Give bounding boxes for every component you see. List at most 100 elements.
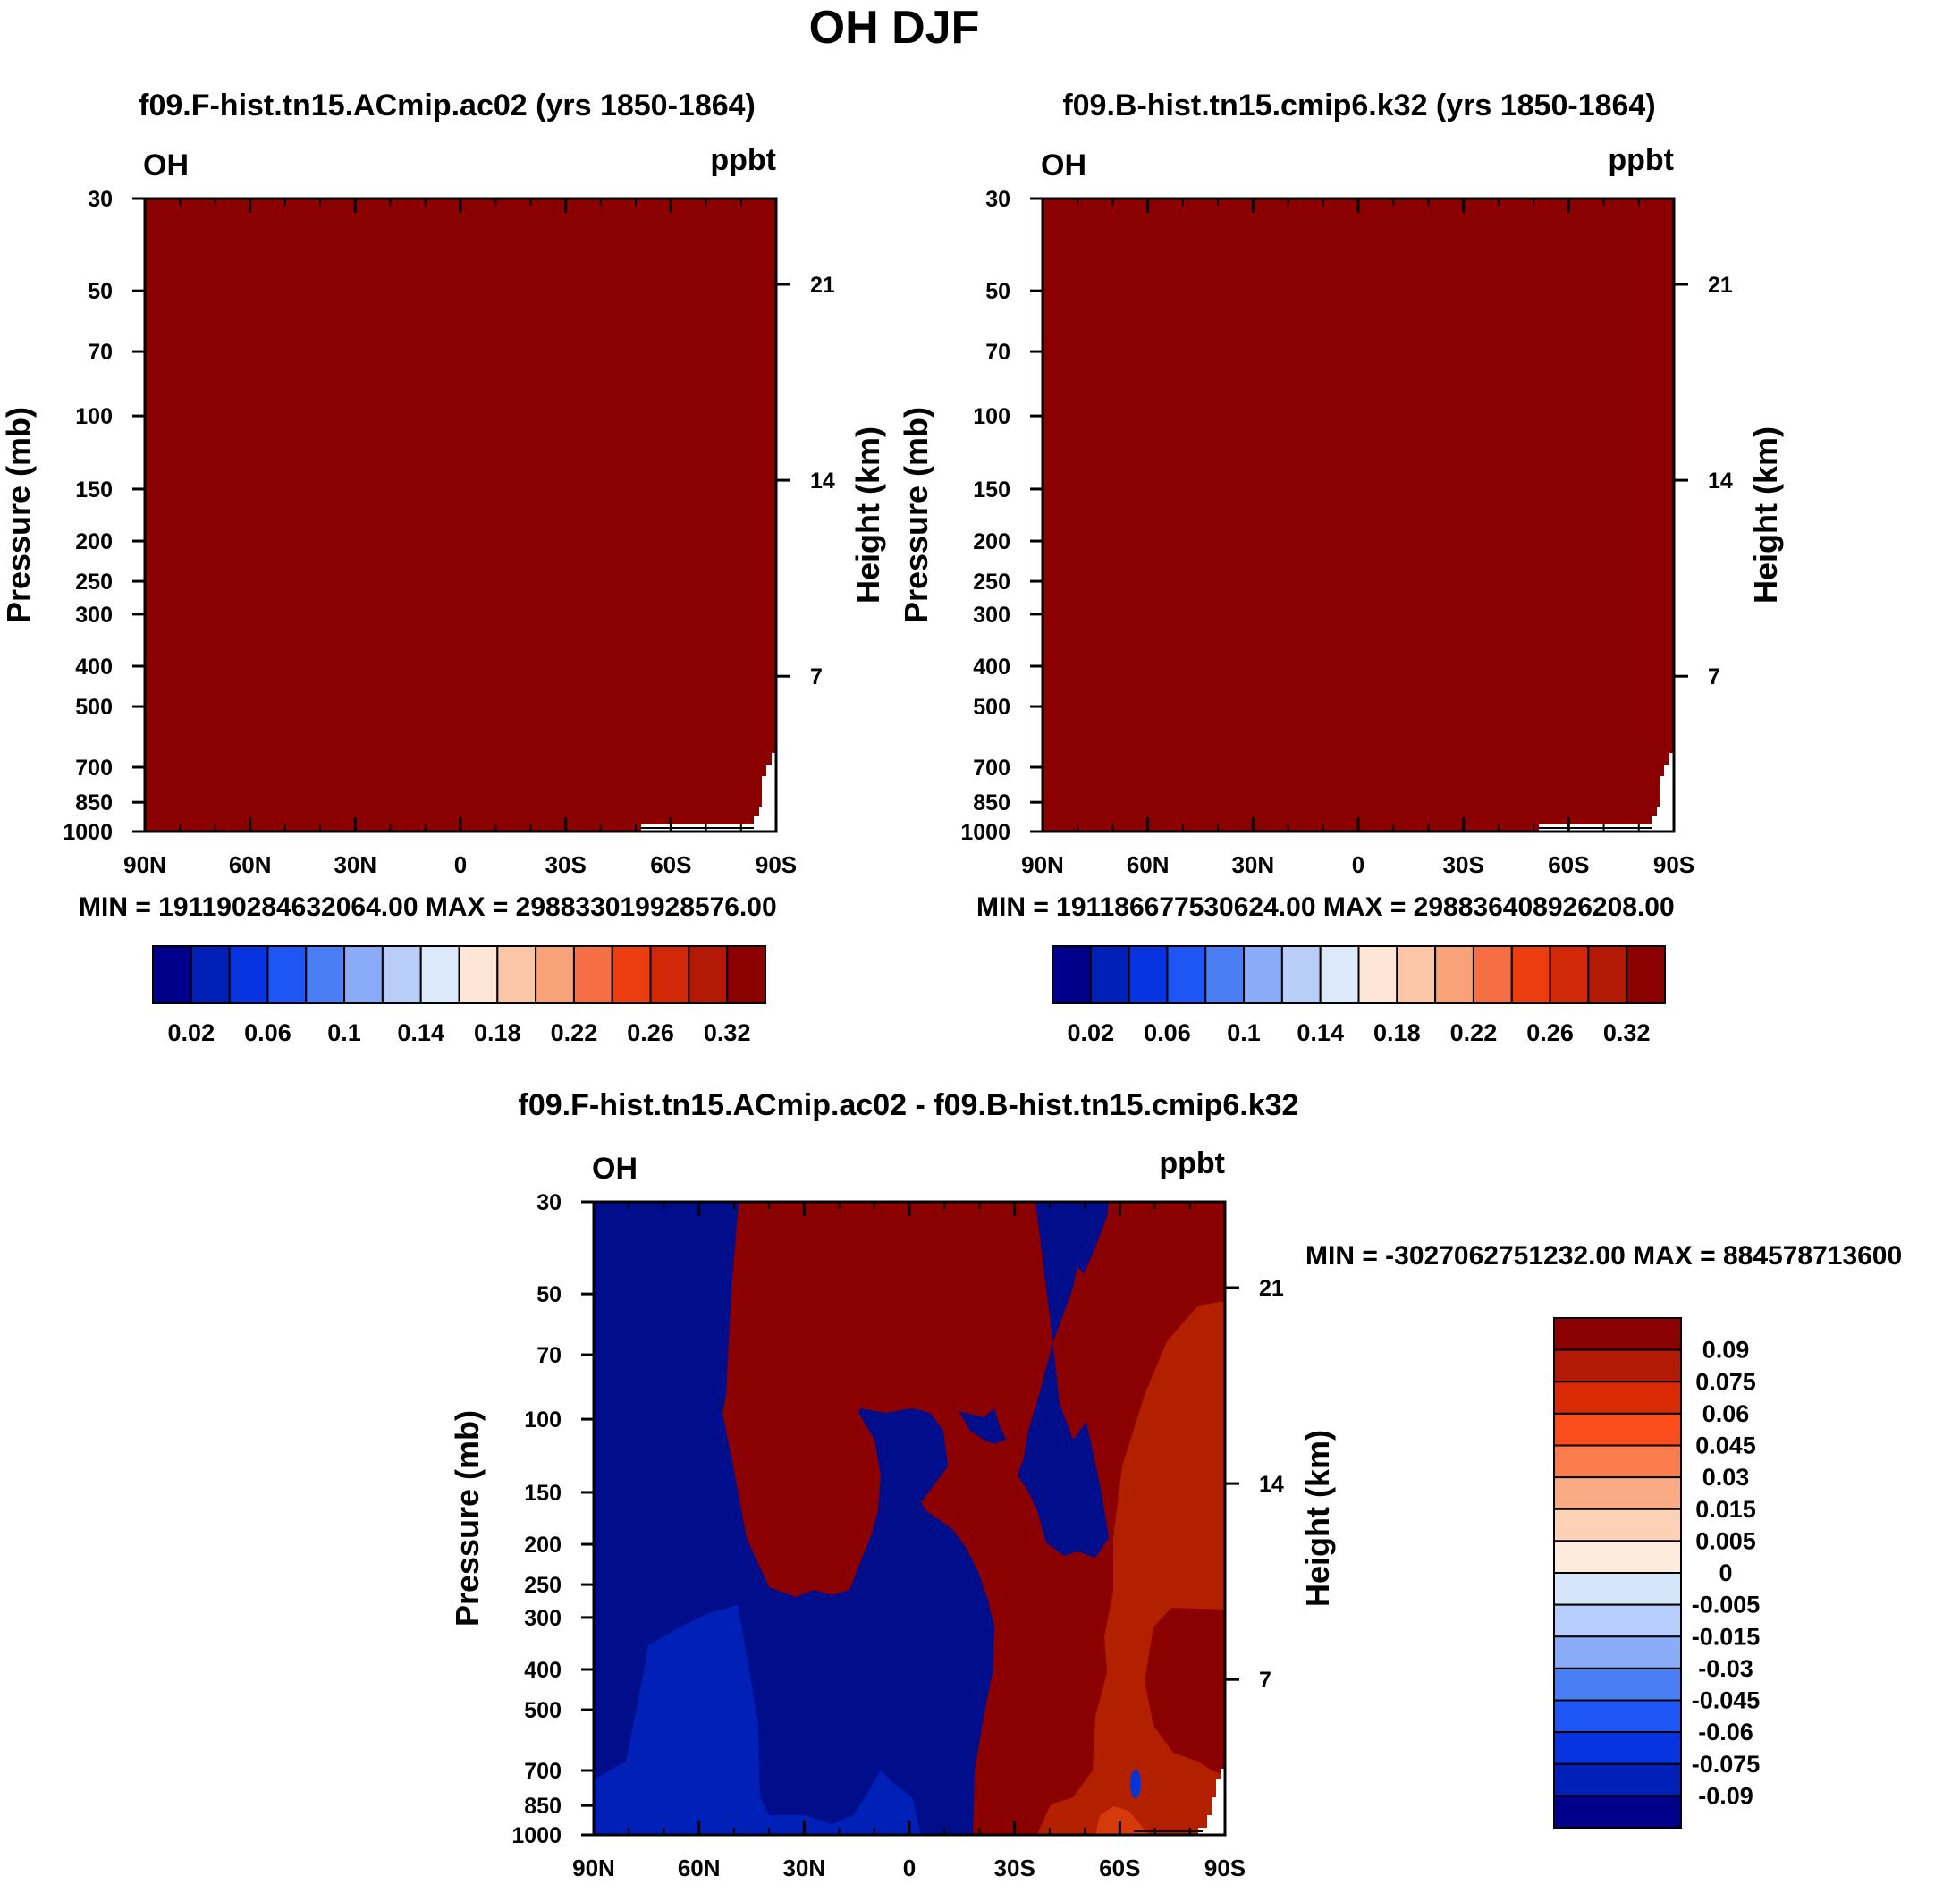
axis-ticks: 90N 60N 30N 0 30S 60S 90S 30 50 70 100 150 200 250 300… [960, 187, 1733, 878]
y-tick-label: 200 [973, 529, 1010, 554]
y-tick-label: 100 [973, 404, 1010, 429]
colorbar-box [496, 945, 537, 1004]
colorbar-box [535, 945, 575, 1004]
colorbar-box [419, 945, 460, 1004]
colorbar-box [458, 945, 499, 1004]
x-tick-label: 60N [678, 1855, 721, 1881]
colorbar-label: 0.1 [1227, 1019, 1261, 1046]
x-tick-label: 90S [1204, 1855, 1246, 1881]
y-tick-label: 700 [524, 1759, 562, 1784]
y-tick-label: 150 [75, 477, 113, 503]
x-tick-label: 30N [782, 1855, 825, 1881]
y-tick-label: 150 [524, 1481, 562, 1506]
right-string: ppbt [1159, 1146, 1225, 1180]
panel-2: f09.B-hist.tn15.cmip6.k32 (yrs 1850-1864… [898, 89, 1784, 1046]
colorbar-label: 0.18 [1373, 1019, 1421, 1046]
colorbar-box [152, 945, 192, 1004]
colorbar-box [1553, 1795, 1682, 1829]
colorbar-box [1553, 1731, 1682, 1765]
y2-tick-label: 14 [1708, 469, 1733, 494]
y-tick-label: 50 [536, 1282, 562, 1307]
colorbar-label: 0.09 [1702, 1337, 1750, 1364]
contour-fill [1043, 199, 1674, 832]
colorbar-box [1553, 1667, 1682, 1702]
y-tick-label: 500 [524, 1698, 562, 1723]
colorbar-box [1587, 945, 1628, 1004]
colorbar-label: 0.14 [1297, 1019, 1344, 1046]
y-tick-label: 200 [75, 529, 113, 554]
y-tick-label: 400 [973, 655, 1010, 680]
contour-region-navy [959, 1408, 1006, 1444]
y-tick-label: 700 [973, 756, 1010, 781]
colorbar-box [1553, 1572, 1682, 1606]
colorbar-box [572, 945, 613, 1004]
right-string: ppbt [710, 143, 776, 177]
colorbar-box [1128, 945, 1169, 1004]
colorbar-label: -0.03 [1698, 1655, 1753, 1682]
colorbar-label: 0.26 [627, 1019, 674, 1046]
colorbar-box [1553, 1348, 1682, 1383]
y-tick-label: 100 [75, 404, 113, 429]
y-tick-label: 250 [75, 570, 113, 595]
y2-tick-label: 14 [1259, 1472, 1284, 1497]
colorbar-box [228, 945, 269, 1004]
left-string: OH [143, 148, 189, 182]
colorbar-label: 0 [1719, 1559, 1732, 1586]
y-tick-label: 300 [75, 603, 113, 628]
colorbar-box [1553, 1444, 1682, 1479]
y2-tick-label: 21 [1708, 273, 1733, 298]
y2-axis-label: Height (km) [1299, 1430, 1336, 1607]
y2-tick-label: 21 [810, 273, 835, 298]
right-string: ppbt [1608, 143, 1674, 177]
colorbar-label: 0.02 [168, 1019, 215, 1046]
colorbar-box [1553, 1317, 1682, 1351]
colorbar-label: 0.32 [704, 1019, 751, 1046]
colorbar-label: 0.18 [474, 1019, 521, 1046]
y-tick-label: 400 [524, 1658, 562, 1683]
colorbar-box [1280, 945, 1322, 1004]
y-tick-label: 700 [75, 756, 113, 781]
y-tick-label: 250 [973, 570, 1010, 595]
colorbar-box [1204, 945, 1246, 1004]
colorbar-label: -0.075 [1692, 1751, 1761, 1778]
left-string: OH [1041, 148, 1086, 182]
colorbar-box [611, 945, 652, 1004]
colorbar-box [688, 945, 729, 1004]
y-tick-label: 70 [88, 340, 113, 365]
contour-fill [594, 1202, 1225, 1835]
colorbar-label: 0.06 [244, 1019, 291, 1046]
x-tick-label: 60N [1127, 851, 1170, 878]
x-tick-label: 30S [994, 1855, 1035, 1881]
y-axis-label: Pressure (mb) [898, 407, 934, 623]
x-tick-label: 60S [1548, 851, 1589, 878]
colorbar-box [190, 945, 231, 1004]
x-tick-label: 0 [454, 851, 467, 878]
min-max-text: MIN = 19119028463206‍4.00 MAX = 29883301… [79, 892, 777, 922]
contour-region-navy [889, 1766, 914, 1784]
y-tick-label: 850 [973, 790, 1010, 816]
x-tick-label: 90S [1653, 851, 1694, 878]
colorbar-box [1319, 945, 1360, 1004]
colorbar-box [1166, 945, 1207, 1004]
x-tick-label: 60S [650, 851, 691, 878]
y2-tick-label: 14 [810, 469, 835, 494]
y-tick-label: 400 [75, 655, 113, 680]
colorbar-box [1553, 1540, 1682, 1574]
x-tick-label: 90N [1021, 851, 1064, 878]
colorbar-label: -0.005 [1692, 1592, 1761, 1618]
y-tick-label: 50 [985, 279, 1010, 304]
colorbar-box [1553, 1508, 1682, 1542]
y-tick-label: 30 [88, 187, 113, 212]
y-axis-label: Pressure (mb) [0, 407, 37, 623]
x-tick-label: 30S [1443, 851, 1484, 878]
y2-axis-label: Height (km) [849, 427, 886, 604]
colorbar-label: 0.005 [1695, 1527, 1756, 1554]
y-tick-label: 300 [973, 603, 1010, 628]
missing-data-region [1198, 1769, 1225, 1835]
colorbar-box [1510, 945, 1551, 1004]
colorbar-label: -0.045 [1692, 1687, 1761, 1714]
colorbar-label: 0.06 [1702, 1400, 1750, 1427]
colorbar-box [1553, 1476, 1682, 1510]
y-tick-label: 30 [985, 187, 1010, 212]
contour-region-orange [1095, 1806, 1149, 1835]
